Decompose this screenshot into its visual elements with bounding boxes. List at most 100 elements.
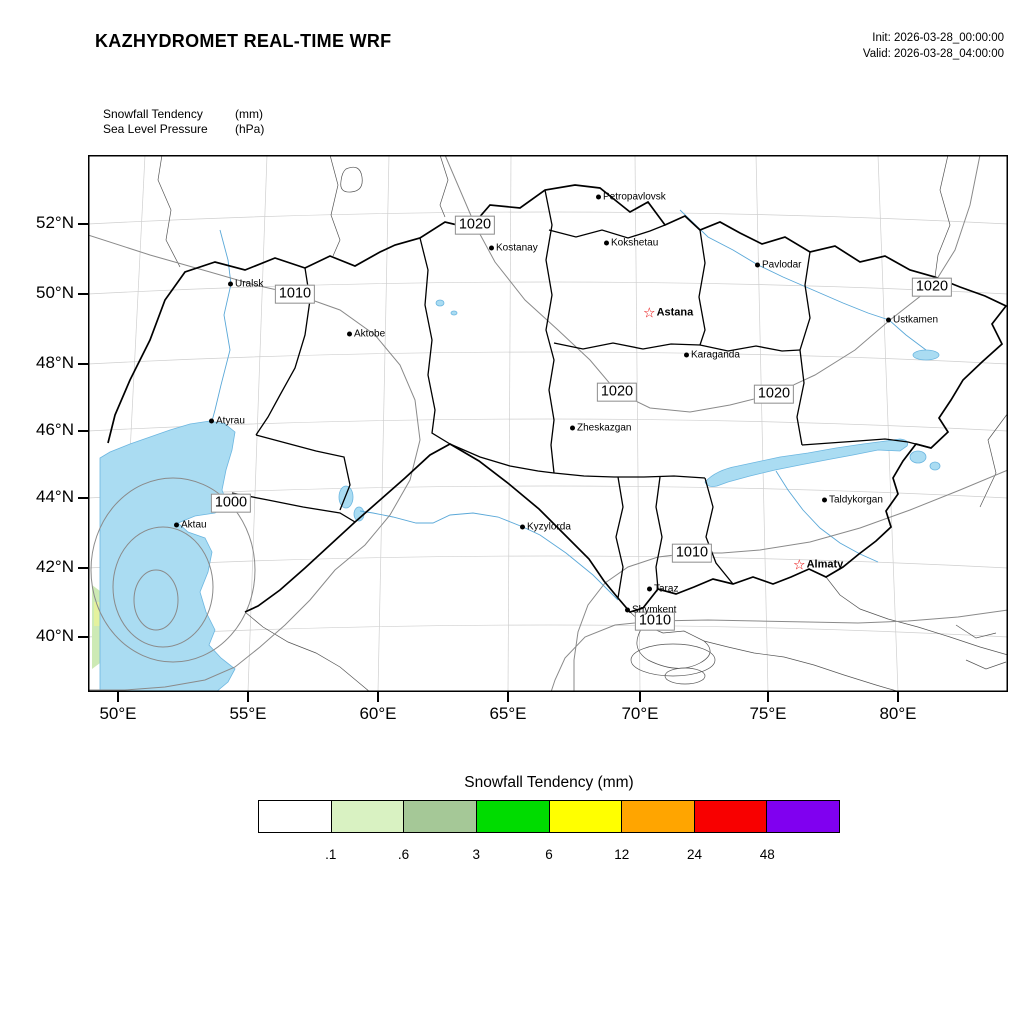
city-marker: Kostanay [489, 243, 538, 254]
city-marker: Karaganda [684, 350, 740, 361]
city-dot-icon [684, 352, 689, 358]
city-dot-icon [347, 331, 352, 337]
lat-tick-label: 42°N [36, 557, 74, 576]
init-time: Init: 2026-03-28_00:00:00 [872, 32, 1004, 44]
legend-tick-label: 48 [759, 847, 775, 862]
lake-alakol [909, 450, 927, 464]
city-label: Kyzylorda [527, 521, 571, 533]
city-marker: Taraz [647, 584, 678, 595]
small-lake-2 [450, 310, 458, 316]
city-label: Pavlodar [762, 259, 802, 271]
field-2-name: Sea Level Pressure [103, 122, 208, 136]
isobar-1000-inner [133, 569, 179, 631]
pressure-label: 1020 [454, 215, 496, 235]
city-label: Petropavlovsk [603, 191, 666, 203]
lon-tick-mark [247, 692, 249, 702]
pressure-label: 1020 [911, 277, 953, 297]
map-markers-layer: 1020 1010 1020 1020 1020 1000 1010 1010 Petropav… [88, 155, 1008, 692]
city-dot-icon [647, 586, 652, 592]
city-marker: Aktau [174, 520, 207, 531]
city-label: Karaganda [691, 349, 740, 361]
city-marker: Uralsk [228, 279, 263, 290]
city-marker: Pavlodar [755, 260, 801, 271]
isobar-1010-south-b [550, 609, 1008, 692]
city-marker: Shymkent [625, 605, 676, 616]
small-lake [435, 299, 445, 307]
city-dot-icon [596, 194, 601, 200]
lon-tick-mark [897, 692, 899, 702]
city-label: Taraz [654, 583, 679, 595]
city-marker: Kyzylorda [520, 522, 571, 533]
foreign-borders [157, 155, 1008, 692]
map-canvas [88, 155, 1008, 692]
lon-tick-label: 80°E [879, 704, 917, 723]
city-dot-icon [886, 317, 891, 323]
oblast-borders [231, 189, 932, 599]
legend-color-cell [476, 801, 550, 832]
legend-color-cell [549, 801, 623, 832]
ural-river [211, 229, 232, 422]
lon-tick-label: 70°E [621, 704, 659, 723]
lat-tick-label: 52°N [36, 213, 74, 232]
graticule-grid [88, 155, 1008, 692]
lat-tick-mark [78, 567, 88, 569]
pressure-label: 1010 [274, 284, 316, 304]
legend-color-cell [259, 801, 332, 832]
lat-tick-label: 48°N [36, 353, 74, 372]
city-dot-icon [209, 418, 214, 424]
city-label: Taldykorgan [829, 494, 883, 506]
pressure-label: 1020 [753, 384, 795, 404]
lon-tick-label: 50°E [99, 704, 137, 723]
city-label: Ustkamen [893, 314, 939, 326]
city-label: Shymkent [632, 604, 677, 616]
lat-tick-mark [78, 293, 88, 295]
city-marker: Kokshetau [604, 238, 658, 249]
pressure-label: 1020 [596, 382, 638, 402]
valid-time: Valid: 2026-03-28_04:00:00 [862, 47, 1004, 60]
legend-tick-label: .6 [397, 847, 410, 862]
capital-label: Almaty [806, 558, 844, 571]
field-row-snowfall: Snowfall Tendency (mm) [103, 107, 264, 122]
isobar-1000-outer [90, 477, 256, 663]
city-dot-icon [174, 522, 179, 528]
capital-star-icon: ☆ [643, 304, 656, 321]
lon-tick-label: 65°E [489, 704, 527, 723]
legend-tick-label: 12 [614, 847, 630, 862]
map-area: 1020 1010 1020 1020 1020 1000 1010 1010 Petropav… [88, 155, 1008, 692]
city-label: Zheskazgan [577, 422, 632, 434]
legend-color-cell [331, 801, 405, 832]
kazakhstan-border [107, 184, 1008, 613]
lat-tick-label: 50°N [36, 283, 74, 302]
lat-tick-mark [78, 497, 88, 499]
map-frame [88, 155, 1008, 692]
pressure-label: 1010 [671, 543, 713, 563]
capital-star-icon: ☆ [793, 556, 806, 573]
city-dot-icon [625, 607, 630, 613]
field-1-unit: (mm) [235, 107, 263, 121]
lon-tick-label: 55°E [229, 704, 267, 723]
lon-tick-mark [767, 692, 769, 702]
city-dot-icon [489, 245, 494, 251]
city-marker: Taldykorgan [822, 495, 883, 506]
legend-tick-label: 3 [472, 847, 480, 862]
city-marker: Zheskazgan [570, 423, 631, 434]
legend-color-cell [694, 801, 768, 832]
pressure-label: 1000 [210, 493, 252, 513]
city-label: Aktobe [354, 328, 386, 340]
city-label: Kostanay [496, 242, 538, 254]
legend-title: Snowfall Tendency (mm) [464, 774, 634, 791]
legend-tick-label: .1 [325, 847, 337, 862]
isobar-1000-mid [112, 526, 214, 648]
lat-tick-mark [78, 363, 88, 365]
field-row-pressure: Sea Level Pressure (hPa) [103, 122, 264, 137]
city-label: Uralsk [235, 278, 264, 290]
capital-marker: ☆ Almaty [793, 558, 843, 572]
city-marker: Ustkamen [886, 315, 938, 326]
lon-tick-mark [117, 692, 119, 702]
pressure-label: 1010 [634, 611, 676, 631]
city-label: Atyrau [216, 415, 245, 427]
lake-sasykkol [929, 461, 941, 471]
capital-marker: ☆ Astana [643, 306, 693, 320]
legend-tick-label: 24 [686, 847, 703, 862]
